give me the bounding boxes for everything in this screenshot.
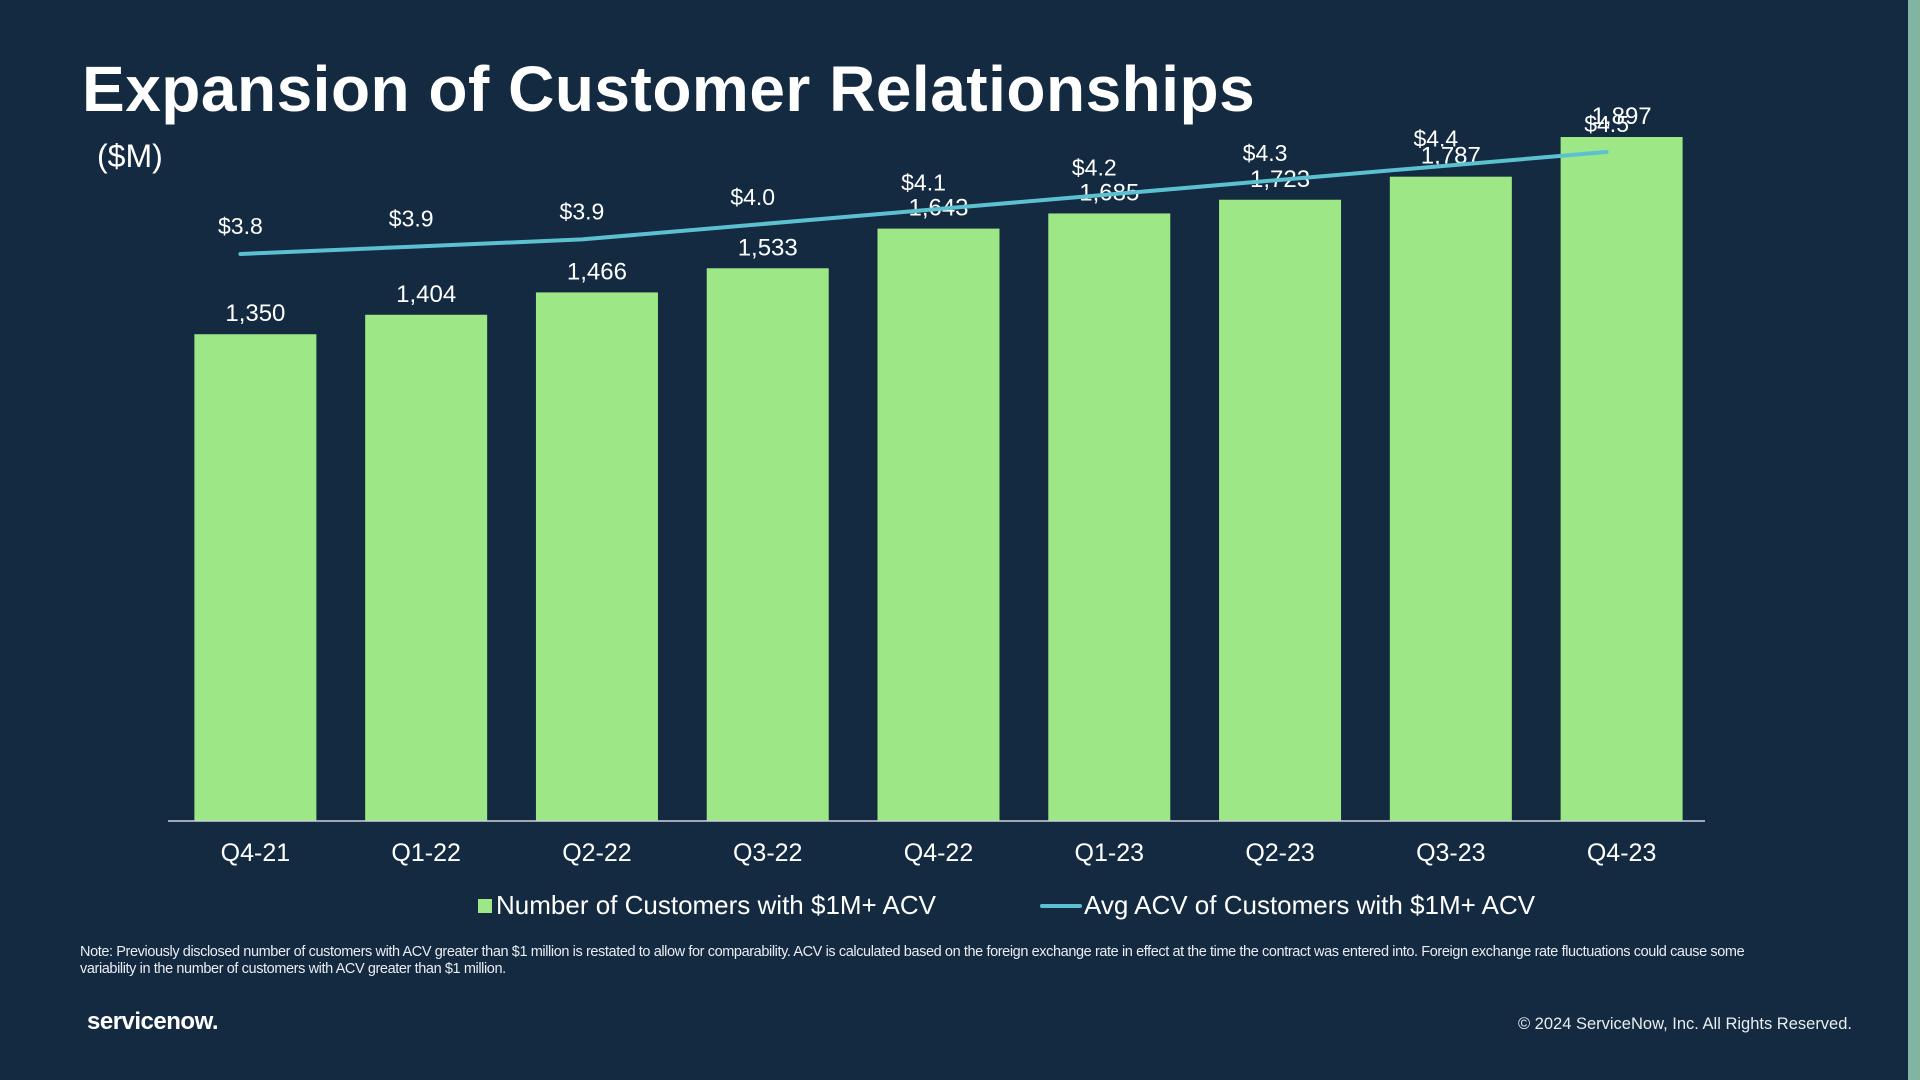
bar-label: 1,350	[225, 300, 285, 327]
bar-q1-23	[1048, 213, 1171, 821]
legend-swatch-line	[1040, 903, 1082, 908]
category-tick-label: Q3-23	[1416, 839, 1485, 867]
line-point-label: $3.9	[560, 198, 605, 224]
category-tick-label: Q4-22	[904, 839, 973, 867]
category-tick-label: Q1-22	[391, 839, 460, 867]
bar-label: 1,404	[396, 281, 456, 308]
category-tick-label: Q4-21	[221, 839, 290, 867]
line-point-label: $3.8	[218, 213, 263, 239]
legend-label-bars: Number of Customers with $1M+ ACV	[496, 890, 936, 920]
bar-label: 1,533	[738, 234, 798, 261]
line-point-label: $4.5	[1584, 111, 1629, 137]
bar-q4-23	[1560, 137, 1683, 821]
category-tick-label: Q2-23	[1245, 839, 1314, 867]
legend-swatch-bar	[478, 898, 492, 913]
legend-item-line: Avg ACV of Customers with $1M+ ACV	[1040, 890, 1535, 921]
legend-item-bars: Number of Customers with $1M+ ACV	[478, 890, 936, 921]
category-tick-label: Q1-23	[1075, 839, 1144, 867]
bar-q2-22	[535, 292, 658, 821]
line-point-label: $4.1	[901, 169, 946, 195]
category-tick-label: Q4-23	[1587, 839, 1656, 867]
bar-q4-21	[194, 334, 317, 821]
bar-label: 1,897	[1592, 103, 1652, 130]
copyright: © 2024 ServiceNow, Inc. All Rights Reser…	[1517, 1015, 1852, 1033]
unit-label: ($M)	[97, 138, 163, 174]
bar-q1-22	[365, 314, 488, 821]
legend-label-line: Avg ACV of Customers with $1M+ ACV	[1084, 890, 1536, 920]
line-point-label: $4.0	[730, 184, 775, 210]
footnote: Note: Previously disclosed number of cus…	[80, 944, 1745, 977]
bar-q3-22	[706, 268, 829, 821]
bar-q4-22	[877, 228, 1000, 821]
bar-q3-23	[1389, 176, 1512, 822]
servicenow-logo: servicenow.	[87, 1008, 219, 1035]
line-point-label: $4.2	[1072, 155, 1117, 181]
line-point-label: $4.4	[1413, 126, 1458, 152]
category-tick-label: Q3-22	[733, 839, 802, 867]
bar-label: 1,466	[567, 258, 627, 285]
slide-title: Expansion of Customer Relationships	[82, 53, 1256, 125]
legend: Number of Customers with $1M+ ACV Avg AC…	[0, 890, 1920, 930]
line-point-label: $4.3	[1243, 140, 1288, 166]
avg-acv-line	[238, 150, 1609, 256]
category-tick-label: Q2-22	[562, 839, 631, 867]
accent-bar	[1908, 0, 1920, 1080]
line-point-label: $3.9	[389, 206, 434, 232]
bar-q2-23	[1219, 199, 1342, 822]
